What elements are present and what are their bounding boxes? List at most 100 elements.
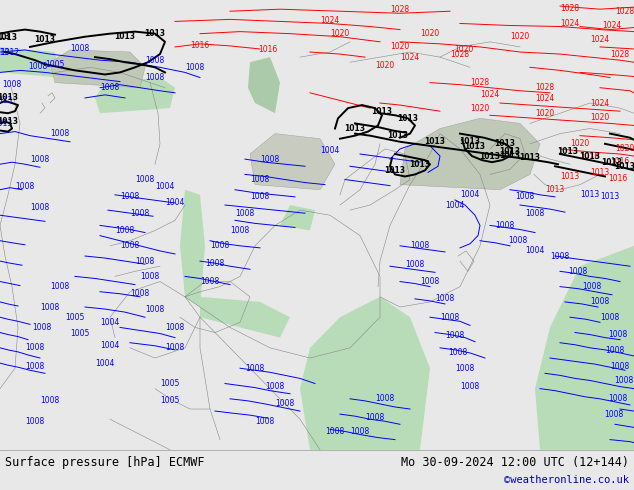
Text: 1024: 1024 <box>590 98 610 107</box>
Polygon shape <box>300 297 430 450</box>
Polygon shape <box>248 57 280 113</box>
Text: 1013: 1013 <box>0 94 18 102</box>
Text: 1004: 1004 <box>95 359 115 368</box>
Text: 1020: 1020 <box>330 29 349 38</box>
Text: 1013: 1013 <box>460 137 481 147</box>
Text: 1012: 1012 <box>1 48 20 56</box>
Text: 1004: 1004 <box>165 198 184 207</box>
Text: 1008: 1008 <box>351 427 370 436</box>
Text: 1008: 1008 <box>568 267 588 276</box>
Text: 1013: 1013 <box>0 119 13 128</box>
Text: 1008: 1008 <box>120 193 139 201</box>
Text: 1020: 1020 <box>571 139 590 148</box>
Text: 1008: 1008 <box>605 346 624 355</box>
Text: 1013: 1013 <box>0 32 11 41</box>
Text: 1013: 1013 <box>579 151 600 161</box>
Text: 1008: 1008 <box>495 221 515 230</box>
Text: 1013: 1013 <box>590 168 610 177</box>
Text: 1016: 1016 <box>580 151 600 161</box>
Text: 1008: 1008 <box>275 399 295 409</box>
Text: 1008: 1008 <box>165 323 184 332</box>
Text: 1013: 1013 <box>519 152 541 162</box>
Text: 1013: 1013 <box>0 48 10 56</box>
Text: 1013: 1013 <box>0 117 18 126</box>
Text: 1028: 1028 <box>560 3 579 13</box>
Text: 1013: 1013 <box>500 147 521 156</box>
Text: 1008: 1008 <box>526 209 545 218</box>
Text: 1008: 1008 <box>30 202 49 212</box>
Text: 1008: 1008 <box>441 313 460 322</box>
Text: Surface pressure [hPa] ECMWF: Surface pressure [hPa] ECMWF <box>5 456 205 469</box>
Text: 1008: 1008 <box>600 313 619 322</box>
Text: 1013: 1013 <box>384 166 406 175</box>
Text: 1013: 1013 <box>344 124 365 133</box>
Text: 1008: 1008 <box>30 155 49 164</box>
Text: 1013: 1013 <box>425 137 446 147</box>
Text: 1008: 1008 <box>604 410 624 418</box>
Text: 1024: 1024 <box>481 90 500 99</box>
Text: 1016: 1016 <box>190 41 210 50</box>
Text: 1008: 1008 <box>25 417 44 426</box>
Text: 1013: 1013 <box>0 33 18 42</box>
Text: 1024: 1024 <box>602 21 621 30</box>
Text: 1013: 1013 <box>614 162 634 171</box>
Text: 1008: 1008 <box>136 257 155 266</box>
Text: 1004: 1004 <box>155 182 175 191</box>
Text: 1024: 1024 <box>401 52 420 62</box>
Text: 1008: 1008 <box>200 277 219 286</box>
Text: 1008: 1008 <box>256 417 275 426</box>
Text: 1008: 1008 <box>15 182 35 191</box>
Polygon shape <box>95 77 175 113</box>
Text: 1024: 1024 <box>560 19 579 28</box>
Text: 1008: 1008 <box>25 343 44 352</box>
Text: 1008: 1008 <box>50 282 70 291</box>
Polygon shape <box>200 297 290 338</box>
Polygon shape <box>535 246 634 450</box>
Text: 1008: 1008 <box>165 343 184 352</box>
Text: 1013: 1013 <box>600 193 619 201</box>
Text: 1008: 1008 <box>32 323 51 332</box>
Text: 1004: 1004 <box>526 246 545 255</box>
Text: 1008: 1008 <box>261 155 280 164</box>
Text: 1004: 1004 <box>445 200 465 210</box>
Text: 1013: 1013 <box>410 160 430 169</box>
Text: 1008: 1008 <box>609 394 628 403</box>
Text: 1008: 1008 <box>590 297 610 306</box>
Text: 1008: 1008 <box>405 260 425 269</box>
Text: 1020: 1020 <box>375 61 394 70</box>
Text: 1008: 1008 <box>131 289 150 298</box>
Text: 1016: 1016 <box>611 157 630 166</box>
Text: 1004: 1004 <box>320 147 340 155</box>
Text: 1008: 1008 <box>235 209 255 218</box>
Text: ©weatheronline.co.uk: ©weatheronline.co.uk <box>504 475 629 485</box>
Polygon shape <box>400 118 540 190</box>
Text: 1008: 1008 <box>460 382 480 391</box>
Text: 1008: 1008 <box>420 277 439 286</box>
Text: 1008: 1008 <box>410 241 430 250</box>
Text: 1013: 1013 <box>372 107 392 116</box>
Text: 1008: 1008 <box>136 175 155 184</box>
Text: 1016: 1016 <box>259 46 278 54</box>
Text: 1013: 1013 <box>495 139 515 148</box>
Text: 1013: 1013 <box>145 29 165 38</box>
Text: 1008: 1008 <box>250 175 269 184</box>
Text: 1008: 1008 <box>550 251 569 261</box>
Text: 1008: 1008 <box>266 382 285 391</box>
Text: 1013: 1013 <box>34 35 56 44</box>
Text: 1004: 1004 <box>100 318 120 327</box>
Text: 1008: 1008 <box>611 362 630 370</box>
Text: 1008: 1008 <box>145 73 165 82</box>
Polygon shape <box>0 47 60 77</box>
Polygon shape <box>280 205 315 230</box>
Text: 1005: 1005 <box>160 379 179 388</box>
Text: 1008: 1008 <box>120 241 139 250</box>
Text: 1020: 1020 <box>535 109 555 118</box>
Text: 1013: 1013 <box>387 131 408 140</box>
Text: 1008: 1008 <box>145 56 165 65</box>
Text: 1008: 1008 <box>325 427 345 436</box>
Text: 1020: 1020 <box>470 103 489 113</box>
Text: 1008: 1008 <box>100 83 120 92</box>
Text: 1020: 1020 <box>391 43 410 51</box>
Text: 1008: 1008 <box>70 45 89 53</box>
Text: Mo 30-09-2024 12:00 UTC (12+144): Mo 30-09-2024 12:00 UTC (12+144) <box>401 456 629 469</box>
